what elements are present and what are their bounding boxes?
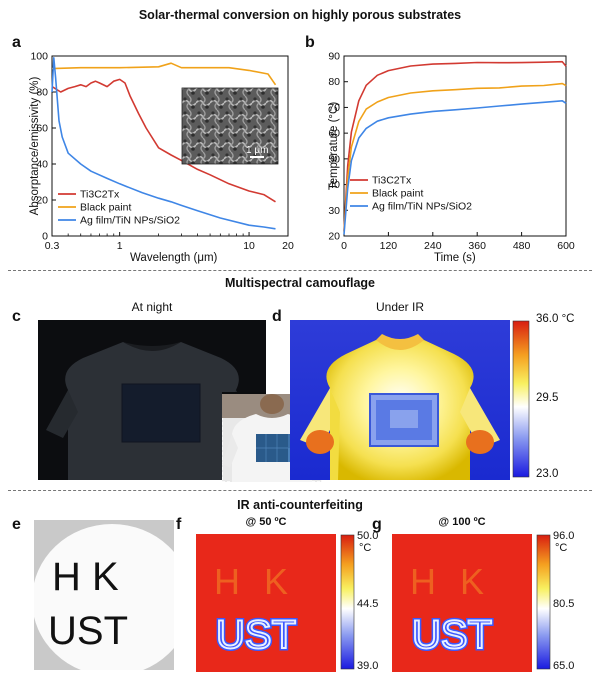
chart-b-legend-label: Black paint — [372, 188, 423, 200]
chart-b: 20 30 40 50 60 70 80 90 0 120 240 360 480 600 Ti3C2TxB… — [328, 51, 575, 253]
colorbar-g — [536, 534, 551, 670]
svg-text:K: K — [460, 561, 484, 602]
panel-letter-a: a — [12, 34, 21, 51]
colorbar-d-mid: 29.5 — [536, 392, 559, 404]
svg-text:H: H — [214, 561, 240, 602]
chart-a-xlabel: Wavelength (μm) — [130, 252, 218, 264]
chart-a-ytick-label: 80 — [36, 87, 48, 99]
photo-ir-50: H K UST UST — [196, 534, 336, 672]
sem-scale-label: 1 μm — [246, 145, 268, 156]
colorbar-d-min: 23.0 — [536, 468, 559, 480]
photo-d-label: Under IR — [375, 300, 425, 314]
chart-b-ytick-label: 80 — [328, 76, 340, 88]
photo-marker: H K UST — [34, 520, 174, 670]
photo-f-label: @ 50 ºC — [245, 516, 287, 528]
panel-letter-e: e — [12, 516, 21, 533]
chart-a-frame — [51, 55, 289, 237]
divider-2 — [8, 490, 592, 491]
chart-b-ytick-label: 60 — [328, 128, 340, 140]
colorbar-g-max: 96.0 — [553, 530, 575, 542]
chart-b-frame — [343, 55, 567, 237]
chart-a-xtick-label: 1 — [117, 240, 123, 252]
chart-a-ytick-label: 40 — [36, 159, 48, 171]
chart-b-ytick-label: 40 — [328, 179, 340, 191]
panel-letter-f: f — [176, 516, 182, 533]
colorbar-d-max: 36.0 °C — [536, 313, 575, 325]
chart-b-xtick-label: 0 — [341, 240, 347, 252]
colorbar-g-min: 65.0 — [553, 660, 575, 672]
divider-1 — [8, 270, 592, 271]
photo-c-label: At night — [131, 300, 173, 314]
photo-ir — [290, 320, 510, 480]
chart-b-series-1 — [343, 82, 567, 233]
chart-b-ylabel: Temperature (°C) — [328, 101, 340, 191]
chart-a-xtick-label: 20 — [282, 240, 294, 252]
marker-ust-text: UST — [48, 609, 128, 653]
chart-b-xtick-label: 120 — [380, 240, 398, 252]
colorbar-f-unit: °C — [359, 542, 372, 554]
section-title-camouflage: Multispectral camouflage — [224, 276, 376, 290]
colorbar-f-mid: 44.5 — [357, 598, 379, 610]
chart-b-xlabel: Time (s) — [434, 252, 476, 264]
colorbar-f-max: 50.0 — [357, 530, 379, 542]
chart-a-ylabel: Absorptance/emissivity (%) — [29, 76, 41, 216]
colorbar-f-min: 39.0 — [357, 660, 379, 672]
chart-b-ytick-label: 30 — [328, 205, 340, 217]
photo-ir-100: H K UST UST — [392, 534, 532, 672]
chart-a-legend-label: Ti3C2Tx — [80, 189, 120, 201]
panel-letter-g: g — [372, 516, 382, 533]
marker-hk-text: H K — [52, 555, 119, 599]
chart-a-ytick-label: 100 — [30, 51, 48, 63]
panel-letter-b: b — [305, 34, 315, 51]
colorbar-d — [512, 320, 530, 478]
photo-g-label: @ 100 ºC — [438, 516, 486, 528]
chart-b-series-2 — [343, 99, 567, 235]
chart-b-series-0 — [343, 60, 567, 231]
chart-a-ytick-label: 60 — [36, 123, 48, 135]
chart-a-legend-label: Ag film/TiN NPs/SiO2 — [80, 215, 180, 227]
chart-b-xtick-label: 480 — [513, 240, 531, 252]
chart-a-legend-label: Black paint — [80, 202, 131, 214]
chart-b-ytick-label: 90 — [328, 51, 340, 63]
chart-a-ytick-label: 20 — [36, 195, 48, 207]
svg-text:UST: UST — [412, 613, 492, 657]
chart-a-series-1 — [51, 62, 277, 86]
svg-text:K: K — [264, 561, 288, 602]
svg-text:UST: UST — [216, 613, 296, 657]
section-title-solar: Solar-thermal conversion on highly porou… — [138, 8, 462, 22]
panel-letter-c: c — [12, 308, 21, 325]
chart-b-ytick-label: 70 — [328, 102, 340, 114]
chart-b-xtick-label: 600 — [557, 240, 575, 252]
sem-inset — [181, 87, 279, 165]
colorbar-g-mid: 80.5 — [553, 598, 575, 610]
chart-a-ytick-label: 0 — [42, 231, 48, 243]
svg-text:UST: UST — [412, 613, 492, 657]
chart-b-legend-label: Ag film/TiN NPs/SiO2 — [372, 201, 472, 213]
panel-letter-d: d — [272, 308, 282, 325]
colorbar-f — [340, 534, 355, 670]
chart-a-series-0 — [51, 78, 276, 203]
chart-a-series-2 — [51, 56, 276, 230]
chart-a-xtick-label: 10 — [243, 240, 255, 252]
svg-text:UST: UST — [216, 613, 296, 657]
chart-b-legend-label: Ti3C2Tx — [372, 175, 412, 187]
svg-text:H: H — [410, 561, 436, 602]
section-title-anticounterfeiting: IR anti-counterfeiting — [237, 498, 363, 512]
chart-b-xtick-label: 360 — [468, 240, 486, 252]
chart-b-ytick-label: 50 — [328, 153, 340, 165]
chart-a-xtick-label: 0.3 — [45, 240, 60, 252]
chart-b-ytick-label: 20 — [328, 231, 340, 243]
colorbar-g-unit: °C — [555, 542, 568, 554]
chart-b-xtick-label: 240 — [424, 240, 442, 252]
